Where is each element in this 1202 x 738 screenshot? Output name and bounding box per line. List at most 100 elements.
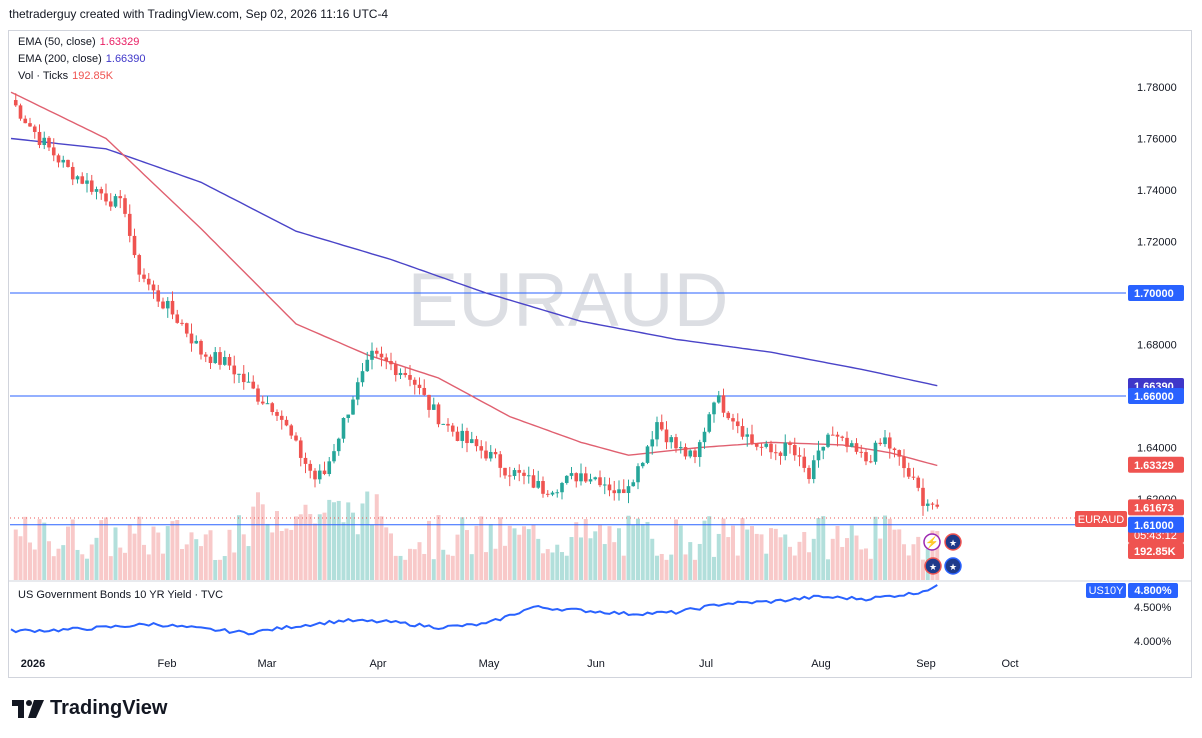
candle-body (835, 434, 840, 437)
candle-body (237, 373, 241, 375)
candle-body (560, 482, 564, 493)
legend-volume[interactable]: Vol · Ticks 192.85K (18, 70, 113, 82)
legend-ema200[interactable]: EMA (200, close) 1.66390 (18, 53, 146, 65)
volume-bar (849, 525, 854, 580)
volume-bar (279, 530, 284, 580)
event-marker-au-flag-2[interactable]: ★ (924, 557, 942, 575)
price-label-hline: 1.61000 (1134, 520, 1174, 532)
volume-bar (845, 538, 849, 580)
volume-bar (626, 515, 631, 580)
volume-bar (826, 559, 830, 580)
volume-bar (769, 528, 773, 580)
symbol-watermark: EURAUD (408, 258, 729, 343)
candle-body (246, 381, 251, 383)
candle-body (332, 451, 336, 462)
volume-bar (417, 542, 422, 580)
candle-body (384, 357, 389, 362)
price-label-box (1128, 499, 1184, 516)
volume-bar (731, 525, 735, 580)
volume-bar (327, 499, 332, 580)
candle-body (868, 461, 873, 463)
volume-bar (89, 544, 94, 580)
volume-bar (797, 541, 802, 580)
volume-bar (146, 554, 151, 580)
volume-bar (683, 554, 688, 580)
price-label-box (1128, 543, 1184, 559)
volume-bar (868, 558, 873, 580)
legend-volume-value: 192.85K (72, 70, 114, 82)
candle-body (826, 434, 830, 447)
volume-bar (465, 530, 469, 580)
candle-body (906, 468, 911, 477)
price-tick-label: 1.76000 (1137, 134, 1177, 146)
candle-body (764, 443, 769, 447)
candle-body (322, 470, 327, 475)
candle-body (659, 422, 664, 430)
volume-bar (275, 511, 279, 580)
candle-body (778, 452, 783, 456)
time-tick-label: Aug (811, 658, 831, 670)
price-label-ema50: 1.63329 (1134, 460, 1174, 472)
candle-body (902, 456, 906, 469)
time-tick-label: May (479, 658, 500, 670)
candle-body (598, 477, 602, 486)
volume-bar (317, 514, 322, 580)
volume-bar (469, 554, 474, 580)
time-tick-label: Sep (916, 658, 936, 670)
event-marker-lightning[interactable]: ⚡ (923, 533, 941, 551)
volume-bar (355, 534, 360, 580)
candle-body (503, 467, 507, 476)
candle-body (184, 323, 189, 334)
candle-body (488, 451, 493, 459)
volume-bar (332, 502, 336, 580)
volume-bar (289, 529, 294, 580)
price-label-box (1128, 456, 1184, 473)
candle-body (512, 470, 517, 477)
volume-bar (246, 546, 251, 580)
event-marker-au-flag-3[interactable]: ★ (944, 557, 962, 575)
volume-bar (208, 530, 213, 580)
volume-bar (422, 553, 427, 580)
event-marker-au-flag[interactable]: ★ (944, 533, 962, 551)
candle-body (161, 301, 165, 309)
price-label-countdown: 05:43:12 (1134, 530, 1177, 542)
candle-body (23, 118, 28, 124)
volume-bar (726, 537, 731, 580)
candle-body (916, 477, 921, 488)
volume-bar (564, 555, 569, 580)
volume-bar (764, 553, 769, 580)
candle-body (118, 196, 123, 199)
candle-body (256, 388, 260, 402)
candle-body (85, 180, 89, 184)
volume-bar (104, 517, 108, 580)
candle-body (579, 473, 583, 482)
candle-body (417, 384, 422, 388)
candle-body (636, 466, 640, 483)
volume-bar (816, 518, 821, 580)
volume-bar (408, 548, 412, 580)
volume-bar (108, 556, 113, 580)
candle-body (294, 435, 298, 441)
candle-body (807, 467, 811, 480)
candle-body (935, 504, 940, 507)
volume-bar (859, 549, 864, 580)
candle-body (921, 487, 925, 506)
volume-bar (498, 517, 503, 580)
volume-bar (151, 526, 156, 580)
volume-bar (218, 559, 222, 580)
tradingview-logo[interactable]: TradingView (12, 697, 167, 720)
chart-frame (8, 30, 1192, 678)
candle-body (32, 126, 37, 132)
candle-body (94, 189, 99, 192)
candle-body (303, 457, 308, 464)
candle-body (702, 431, 707, 443)
candle-body (845, 437, 849, 447)
candle-body (498, 454, 503, 468)
volume-bar (351, 512, 355, 580)
volume-bar (887, 518, 892, 580)
candle-body (284, 419, 289, 426)
legend-ema50[interactable]: EMA (50, close) 1.63329 (18, 36, 139, 48)
time-tick-label: Mar (258, 658, 277, 670)
candle-body (897, 450, 902, 457)
